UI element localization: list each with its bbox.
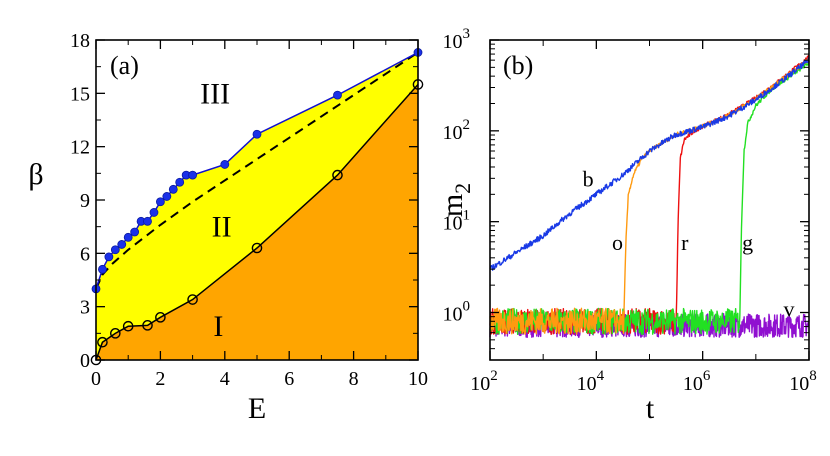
curve-label-g: g (742, 230, 753, 255)
upper-marker (130, 227, 140, 237)
y-tick-label: 12 (70, 137, 90, 159)
y-tick-label: 3 (80, 297, 90, 319)
lower-marker (142, 320, 153, 331)
x-tick-base: 10 (577, 373, 597, 395)
upper-marker (155, 197, 165, 207)
panel-b-series (489, 54, 810, 338)
region-I-fill (96, 84, 418, 360)
upper-marker (123, 232, 133, 242)
y-tick-exp: 0 (463, 299, 471, 315)
y-tick-label: 103 (443, 26, 471, 53)
upper-marker (162, 192, 172, 201)
series-g (489, 62, 810, 336)
y-tick-base: 10 (443, 304, 463, 326)
y-tick-label: 101 (443, 208, 471, 235)
curve-label-b: b (583, 166, 594, 191)
panel-a-region-fills (96, 52, 418, 360)
upper-marker (104, 252, 114, 262)
curve-label-v: v (783, 297, 794, 322)
x-tick-label: 4 (220, 368, 230, 390)
lower-marker (187, 294, 198, 305)
x-tick-label: 8 (349, 368, 359, 390)
x-tick-label: 2 (155, 368, 165, 390)
region-label: I (213, 310, 223, 343)
panel-b-y-axis-label-main: m (436, 194, 469, 217)
y-tick-label: 6 (80, 243, 90, 265)
region-label: III (200, 77, 230, 110)
upper-marker (149, 208, 159, 217)
y-tick-label: 15 (70, 83, 90, 105)
x-tick-label: 104 (577, 368, 605, 395)
panel-b-x-axis-label: t (646, 392, 655, 425)
upper-marker (117, 240, 127, 249)
curve-label-o: o (612, 230, 623, 255)
panel-a-y-axis-label: β (28, 158, 43, 191)
y-tick-base: 10 (443, 31, 463, 53)
x-tick-exp: 8 (809, 368, 817, 384)
y-tick-label: 102 (443, 117, 471, 144)
region-II-fill (96, 52, 418, 360)
upper-marker (220, 160, 230, 169)
panel-b-label: (b) (503, 51, 533, 80)
lower-marker (332, 169, 343, 181)
x-tick-label: 10 (408, 368, 428, 390)
series-b (489, 57, 810, 271)
panel-a-x-axis-label: E (248, 392, 266, 425)
x-tick-label: 106 (683, 368, 711, 395)
lower-marker (251, 242, 263, 254)
upper-marker (110, 245, 120, 255)
panel-b-curve-labels: b o r g v (583, 166, 795, 321)
x-tick-label: 0 (91, 368, 101, 390)
y-tick-base: 10 (443, 213, 463, 235)
y-tick-label: 18 (70, 30, 90, 52)
x-tick-exp: 2 (490, 368, 498, 384)
curve-label-r: r (681, 230, 689, 255)
x-tick-base: 10 (683, 373, 703, 395)
x-tick-base: 10 (470, 373, 490, 395)
y-tick-label: 9 (80, 190, 90, 212)
upper-marker (188, 170, 198, 180)
x-tick-label: 102 (470, 368, 498, 395)
upper-marker (98, 264, 107, 274)
upper-marker (143, 216, 152, 226)
panel-a-ticks: 0 2 4 6 8 10 0 3 6 9 12 15 18 (70, 30, 428, 390)
panel-b-y-axis-label: m2 (436, 183, 475, 217)
lower-marker (155, 312, 166, 323)
y-tick-exp: 3 (463, 26, 471, 42)
upper-marker (333, 90, 342, 100)
y-tick-base: 10 (443, 122, 463, 144)
region-label: II (212, 211, 232, 244)
y-tick-exp: 1 (463, 208, 471, 224)
dashed-boundary-line (95, 51, 419, 290)
panel-a-label: (a) (110, 51, 139, 80)
x-tick-base: 10 (789, 373, 809, 395)
y-tick-exp: 2 (463, 117, 471, 133)
x-tick-label: 6 (284, 368, 294, 390)
x-tick-exp: 6 (703, 368, 711, 384)
panel-b-y-axis-label-sub: 2 (450, 183, 475, 194)
x-tick-exp: 4 (597, 368, 605, 384)
upper-marker (175, 177, 185, 187)
y-tick-label: 100 (443, 299, 471, 326)
x-tick-label: 108 (789, 368, 817, 395)
y-tick-label: 0 (80, 350, 90, 372)
panel-b-y-axis-label-group: m2 (436, 183, 475, 217)
upper-marker (168, 184, 178, 194)
lower-marker (110, 328, 121, 339)
upper-marker (252, 129, 262, 139)
lower-boundary-line (95, 83, 419, 361)
lower-marker (122, 320, 134, 332)
lower-marker (97, 336, 108, 348)
